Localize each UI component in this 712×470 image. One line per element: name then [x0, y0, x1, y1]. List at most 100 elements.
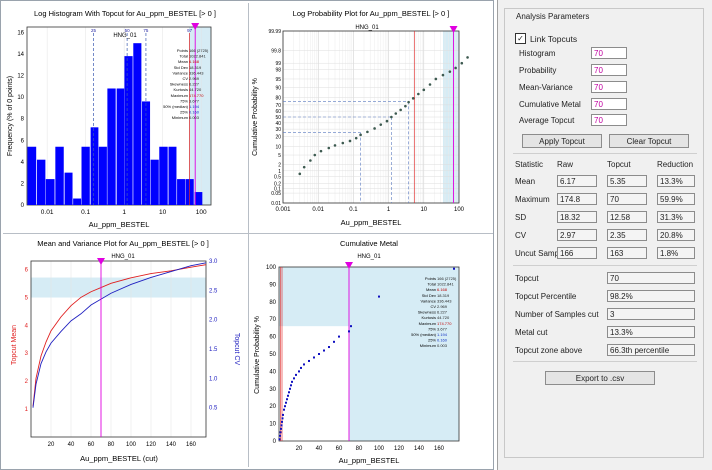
- x-tick-label: 40: [68, 442, 75, 448]
- x-axis-label: Au_ppm_BESTEL (cut): [80, 454, 158, 463]
- y-tick-label: 0.2: [274, 182, 281, 188]
- cumulative-metal-topcut-input[interactable]: 70: [591, 98, 627, 110]
- link-topcuts-checkbox[interactable]: ✓ Link Topcuts: [515, 33, 577, 44]
- y-tick-label: 40: [269, 369, 276, 375]
- x-tick-label: 10: [159, 209, 167, 216]
- data-point: [460, 61, 464, 65]
- data-point: [281, 420, 283, 423]
- y-tick-label: 30: [275, 127, 281, 133]
- y-tick-label: 50: [269, 352, 276, 358]
- x-tick-label: 120: [146, 442, 157, 448]
- stat-key: Total: [428, 282, 437, 287]
- stat-key: Maximum: [419, 321, 437, 326]
- stat-key: Total: [180, 54, 189, 59]
- data-point: [285, 401, 287, 404]
- data-point: [323, 349, 325, 352]
- stat-key: 75%: [428, 326, 436, 331]
- x-tick-labels: 20 40 60 80 100 120 140 160: [48, 442, 197, 448]
- stat-value: 0.160: [189, 110, 200, 115]
- y-tick-label: 98: [275, 68, 281, 74]
- y-tick-label: 14: [17, 52, 24, 58]
- mean-variance-chart: Mean and Variance Plot for Au_ppm_BESTEL…: [11, 239, 240, 463]
- data-point: [379, 123, 383, 126]
- data-point: [290, 384, 292, 387]
- histogram-topcut-input[interactable]: 70: [591, 47, 627, 59]
- y-tick-label: 60: [275, 109, 281, 115]
- y-tick-labels: 0 10 20 30 40 50 60 70 80 90 100: [266, 265, 277, 445]
- stat-value: 44.720: [437, 315, 450, 320]
- probability-topcut-input[interactable]: 70: [591, 64, 627, 76]
- header-statistic: Statistic: [515, 160, 544, 169]
- y-tick-label: 8: [21, 117, 25, 123]
- data-point: [341, 141, 345, 145]
- topcut-marker: [345, 262, 353, 269]
- y-tick-label: 40: [275, 121, 281, 127]
- y-tick-label: 0.5: [274, 175, 281, 181]
- summary-label: Topcut Percentile: [515, 292, 577, 301]
- stat-value: 18.319: [189, 65, 202, 70]
- y-tick-label: 16: [17, 30, 24, 36]
- stat-key: Kurtosis: [174, 87, 188, 92]
- x-tick-label: 1: [122, 209, 126, 216]
- data-point: [283, 408, 285, 411]
- data-point: [422, 88, 426, 92]
- stat-value: 1.194: [437, 332, 448, 337]
- stat-key: Std Dev: [174, 65, 188, 70]
- data-point: [441, 73, 445, 77]
- data-point: [454, 66, 457, 70]
- y-tick-label: 20: [269, 404, 276, 410]
- y-tick-label: 2: [25, 379, 29, 385]
- stat-key: Variance: [421, 298, 437, 303]
- analysis-parameters-group: Analysis Parameters ✓ Link Topcuts Histo…: [504, 8, 704, 458]
- stat-reduction-value: 31.3%: [657, 211, 695, 223]
- param-label-mean-variance: Mean-Variance: [519, 83, 573, 92]
- chart-title: Log Probability Plot for Au_ppm_BESTEL […: [293, 9, 450, 18]
- data-point: [309, 159, 312, 162]
- y-tick-label: 60: [269, 335, 276, 341]
- average-topcut-input[interactable]: 70: [591, 114, 627, 126]
- data-point: [350, 325, 352, 328]
- stat-label: Maximum: [515, 195, 550, 204]
- stat-topcut-value: 163: [607, 247, 647, 259]
- checkbox-box[interactable]: ✓: [515, 33, 526, 44]
- data-point: [286, 398, 288, 401]
- x-tick-label: 60: [336, 446, 343, 452]
- stat-topcut-value: 12.58: [607, 211, 647, 223]
- x-axis-label: Au_ppm_BESTEL: [339, 456, 400, 465]
- group-title: Analysis Parameters: [513, 12, 593, 21]
- data-point: [348, 330, 350, 333]
- histogram-bar: [124, 56, 133, 205]
- mean-variance-topcut-input[interactable]: 70: [591, 81, 627, 93]
- y-tick-label: 99.8: [271, 48, 281, 54]
- data-points: [298, 56, 469, 176]
- topcut-zone-band: [349, 267, 459, 441]
- stat-raw-value: 174.8: [557, 193, 597, 205]
- stat-value: 0.003: [189, 115, 200, 120]
- y-tick-label: 90: [275, 85, 281, 91]
- y-tick-label: 3.0: [209, 259, 218, 265]
- y-tick-label: 100: [266, 265, 277, 271]
- export-csv-button[interactable]: Export to .csv: [545, 371, 655, 385]
- topcut-marker: [191, 23, 200, 30]
- stat-label: SD: [515, 213, 527, 222]
- y-tick-label: 0: [273, 439, 277, 445]
- data-point: [298, 370, 300, 373]
- y-tick-label: 12: [17, 74, 24, 80]
- log-histogram-chart: Log Histogram With Topcut for Au_ppm_BES…: [7, 9, 216, 229]
- summary-value: 66.3th percentile: [607, 344, 695, 356]
- divider: [513, 361, 697, 362]
- histogram-bar: [81, 146, 90, 205]
- clear-topcut-button[interactable]: Clear Topcut: [609, 134, 689, 148]
- stat-raw-value: 6.17: [557, 175, 597, 187]
- x-tick-label: 0.01: [41, 209, 54, 216]
- y-tick-label: 2.5: [209, 288, 218, 294]
- y-tick-label: 1.5: [209, 347, 218, 353]
- x-tick-label: 40: [316, 446, 323, 452]
- x-tick-label: 0.1: [349, 207, 358, 213]
- x-tick-label: 160: [186, 442, 197, 448]
- topcut-zone: [279, 267, 459, 441]
- data-point: [404, 104, 407, 108]
- apply-topcut-button[interactable]: Apply Topcut: [522, 134, 602, 148]
- divider: [513, 153, 697, 154]
